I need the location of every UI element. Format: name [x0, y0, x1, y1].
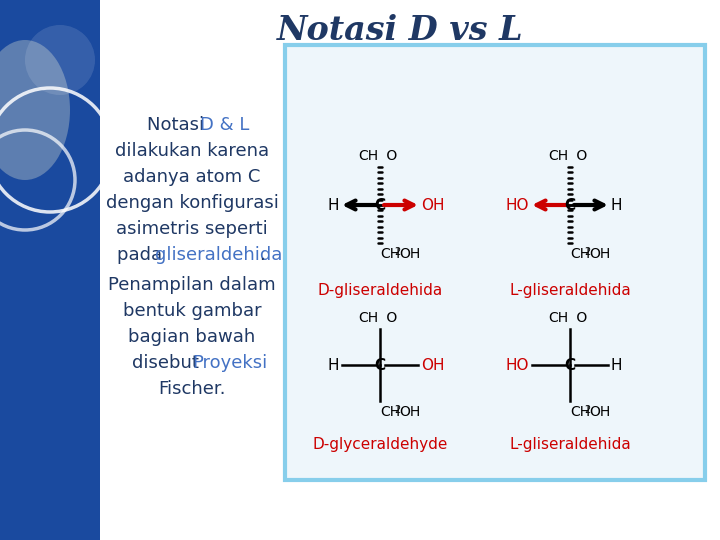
Text: C: C — [564, 357, 575, 373]
Text: asimetris seperti: asimetris seperti — [116, 220, 268, 238]
Text: 2: 2 — [584, 247, 590, 257]
Text: CH: CH — [380, 247, 400, 261]
Text: bagian bawah: bagian bawah — [128, 328, 256, 346]
Text: dengan konfigurasi: dengan konfigurasi — [106, 194, 279, 212]
Text: Penampilan dalam: Penampilan dalam — [108, 276, 276, 294]
Text: D & L: D & L — [199, 116, 249, 134]
Circle shape — [25, 25, 95, 95]
Text: HO: HO — [505, 357, 529, 373]
Text: OH: OH — [589, 247, 611, 261]
Text: C: C — [374, 198, 386, 213]
Text: OH: OH — [589, 405, 611, 419]
Text: Notasi: Notasi — [147, 116, 210, 134]
Text: bentuk gambar: bentuk gambar — [122, 302, 261, 320]
Text: H: H — [328, 357, 339, 373]
Text: CH: CH — [570, 405, 590, 419]
Text: H: H — [611, 357, 623, 373]
Text: C: C — [374, 357, 386, 373]
Text: H: H — [611, 198, 623, 213]
Text: pada: pada — [117, 246, 168, 264]
Ellipse shape — [0, 40, 70, 180]
Text: OH: OH — [421, 357, 444, 373]
Text: CH: CH — [380, 405, 400, 419]
Text: 2: 2 — [584, 405, 590, 415]
Text: disebut: disebut — [132, 354, 204, 372]
Text: O: O — [572, 311, 588, 325]
Text: D-gliseraldehida: D-gliseraldehida — [318, 282, 443, 298]
Text: O: O — [382, 149, 397, 163]
Text: .: . — [259, 246, 265, 264]
Text: H: H — [328, 198, 339, 213]
Text: L-gliseraldehida: L-gliseraldehida — [509, 437, 631, 453]
Text: Notasi D & L: Notasi D & L — [136, 116, 248, 134]
Text: C: C — [564, 198, 575, 213]
Text: HO: HO — [505, 198, 529, 213]
Text: pada gliseraldehida.: pada gliseraldehida. — [100, 246, 284, 264]
Text: OH: OH — [399, 405, 420, 419]
Text: D-glyceraldehyde: D-glyceraldehyde — [312, 437, 448, 453]
Text: CH: CH — [358, 311, 378, 325]
Text: CH: CH — [548, 149, 568, 163]
Text: Notasi D vs L: Notasi D vs L — [276, 14, 523, 46]
Text: Proyeksi: Proyeksi — [192, 354, 267, 372]
Text: adanya atom C: adanya atom C — [123, 168, 261, 186]
Text: gliseraldehida: gliseraldehida — [155, 246, 282, 264]
Text: O: O — [382, 311, 397, 325]
Text: OH: OH — [399, 247, 420, 261]
Bar — [0, 0, 100, 540]
Text: 2: 2 — [394, 405, 400, 415]
Text: L-gliseraldehida: L-gliseraldehida — [509, 282, 631, 298]
FancyBboxPatch shape — [285, 45, 705, 480]
Text: Fischer.: Fischer. — [158, 380, 226, 398]
Text: 2: 2 — [394, 247, 400, 257]
Text: O: O — [572, 149, 588, 163]
Text: CH: CH — [358, 149, 378, 163]
Text: CH: CH — [548, 311, 568, 325]
Text: OH: OH — [421, 198, 444, 213]
Text: CH: CH — [570, 247, 590, 261]
Text: dilakukan karena: dilakukan karena — [115, 142, 269, 160]
